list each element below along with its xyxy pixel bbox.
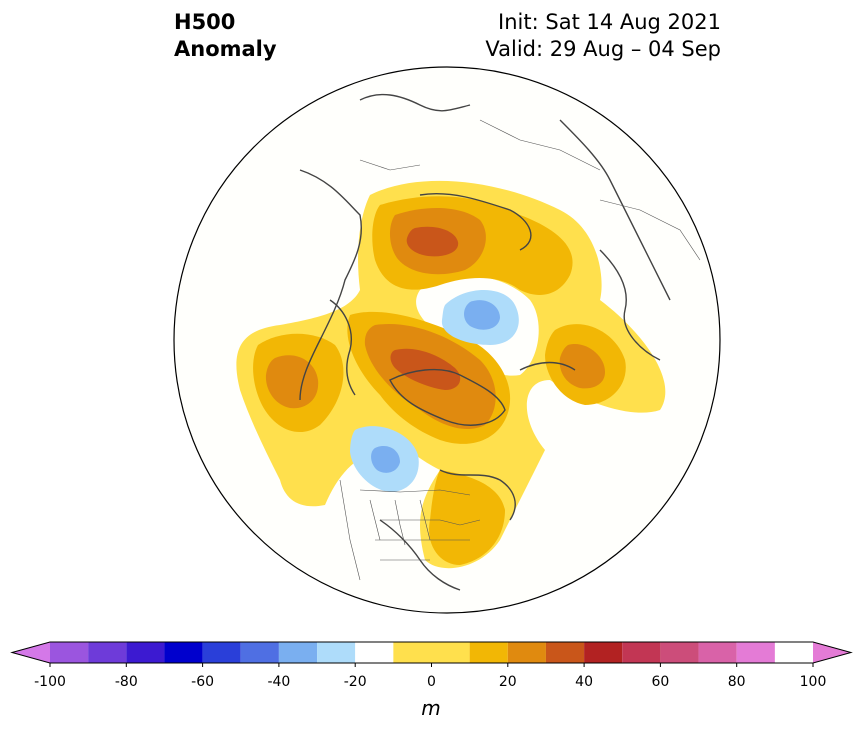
colorbar-tick-label: 20: [498, 674, 517, 690]
colorbar-tick-label: -20: [343, 674, 367, 690]
colorbar-unit-label: m: [421, 696, 441, 720]
colorbar-swatch: [240, 642, 279, 663]
coastlines: [299, 93, 671, 591]
colorbar-swatch: [50, 642, 89, 663]
colorbar: [10, 641, 853, 667]
colorbar-swatch: [584, 642, 623, 663]
colorbar-extend-high: [813, 642, 851, 663]
colorbar-swatch: [164, 642, 203, 663]
colorbar-swatch: [278, 642, 318, 663]
colorbar-swatch: [126, 642, 165, 663]
colorbar-swatch: [507, 642, 546, 663]
anomaly-negative-20: [371, 300, 500, 473]
init-date: Init: Sat 14 Aug 2021: [498, 10, 721, 34]
colorbar-tick-label: 0: [427, 674, 436, 690]
title-line2: Anomaly: [174, 37, 277, 61]
colorbar-swatch: [355, 642, 394, 663]
colorbar-swatch: [622, 642, 661, 663]
colorbar-tick-label: -60: [191, 674, 215, 690]
colorbar-tick-label: -40: [267, 674, 291, 690]
map-disk: [174, 67, 720, 613]
valid-range: Valid: 29 Aug – 04 Sep: [485, 37, 721, 61]
colorbar-tick-label: 80: [727, 674, 746, 690]
forecast-info: Init: Sat 14 Aug 2021 Valid: 29 Aug – 04…: [485, 9, 721, 63]
map-title: H500 Anomaly: [174, 9, 277, 63]
colorbar-swatch: [736, 642, 775, 663]
colorbar-tick-label: -100: [34, 674, 66, 690]
colorbar-swatch: [698, 642, 737, 663]
colorbar-swatch: [469, 642, 508, 663]
title-line1: H500: [174, 10, 236, 34]
colorbar-tick-label: -80: [114, 674, 138, 690]
colorbar-swatch: [545, 642, 585, 663]
colorbar-swatch: [202, 642, 241, 663]
colorbar-extend-low: [12, 642, 50, 663]
map-boundary: [173, 66, 721, 614]
colorbar-tick-label: 100: [799, 674, 827, 690]
colorbar-swatch: [88, 642, 127, 663]
colorbar-swatch: [660, 642, 699, 663]
colorbar-swatch: [393, 642, 470, 663]
colorbar-tick-label: 60: [651, 674, 670, 690]
colorbar-tick-label: 40: [575, 674, 594, 690]
colorbar-swatch: [317, 642, 356, 663]
country-borders: [339, 119, 701, 581]
